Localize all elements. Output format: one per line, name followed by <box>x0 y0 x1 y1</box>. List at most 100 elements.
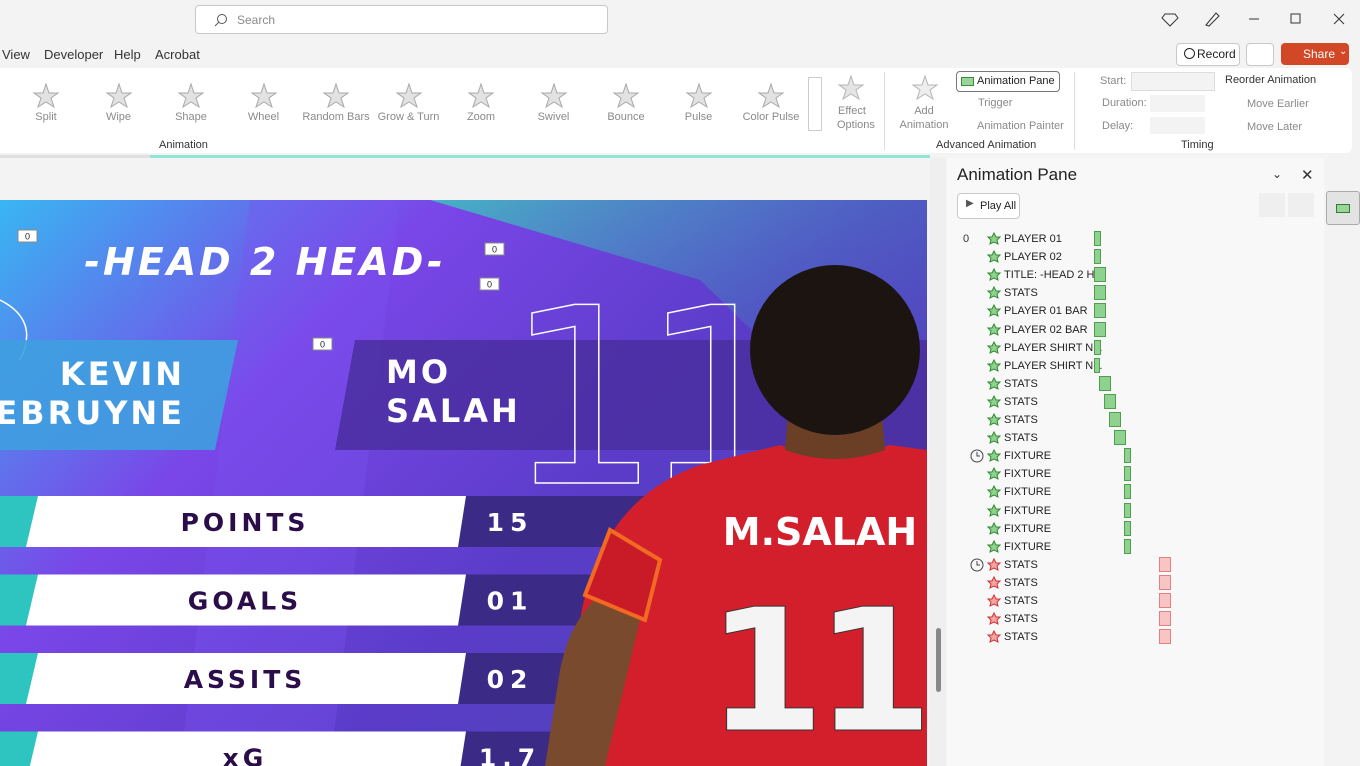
slide-scrollbar[interactable] <box>930 158 946 766</box>
move-later[interactable]: Move Later <box>1247 121 1303 133</box>
animation-option[interactable]: Random Bars <box>302 111 370 123</box>
play-all-button[interactable]: ▶ Play All <box>957 193 1020 219</box>
star <box>104 82 133 109</box>
star <box>987 322 1001 336</box>
animation-item[interactable]: STATS <box>1004 558 1038 571</box>
timeline-bar <box>1124 538 1131 554</box>
move-down[interactable] <box>1288 193 1314 217</box>
search-placeholder: Search <box>237 13 276 27</box>
restore[interactable] <box>1290 13 1301 24</box>
animation-option[interactable]: Split <box>35 111 57 123</box>
animation-option[interactable]: Shape <box>175 111 207 123</box>
animation-item[interactable]: STATS <box>1004 414 1038 426</box>
close[interactable] <box>1333 13 1345 25</box>
gallery-scroll[interactable] <box>808 77 822 131</box>
add-animation[interactable]: Add Animation <box>899 105 949 131</box>
animation-option[interactable]: Zoom <box>466 111 496 123</box>
animation-item[interactable]: PLAYER 02 BAR <box>1004 323 1088 336</box>
animation-pane-button[interactable]: Animation Pane <box>956 71 1060 92</box>
animation-item[interactable]: PLAYER 01 <box>1004 233 1062 245</box>
star <box>987 467 1001 481</box>
animation-item[interactable]: STATS <box>1004 287 1038 300</box>
star <box>987 539 1001 553</box>
animation-item[interactable]: PLAYER 02 <box>1004 251 1062 264</box>
designer-icon[interactable] <box>1205 12 1220 27</box>
animation-icon <box>467 82 495 109</box>
animation-item[interactable]: STATS <box>1004 395 1038 408</box>
timeline-bar <box>1094 231 1101 246</box>
timeline-bar <box>1094 321 1106 337</box>
shirt-number: 11 <box>707 573 924 766</box>
stat-label-bar <box>29 731 466 766</box>
star <box>987 557 1001 571</box>
move-earlier[interactable]: Move Earlier <box>1247 98 1309 110</box>
clock-face <box>970 558 984 572</box>
animation-item[interactable]: STATS <box>1004 631 1038 644</box>
animation-item[interactable]: FIXTURE <box>1004 504 1052 517</box>
start-label: Start: <box>1100 75 1127 87</box>
menu-item[interactable]: Help <box>114 47 141 62</box>
animation-item[interactable]: PLAYER 01 BAR <box>1004 305 1088 318</box>
star <box>987 268 1001 282</box>
animation-item[interactable]: STATS <box>1004 613 1038 626</box>
animation-item[interactable]: STATS <box>1004 377 1038 390</box>
stat-value: 01 <box>487 587 534 616</box>
move-up[interactable] <box>1259 193 1285 217</box>
menu-item[interactable]: Acrobat <box>155 47 200 62</box>
star <box>987 612 1001 626</box>
premium-icon[interactable] <box>1161 13 1179 27</box>
comments-button[interactable] <box>1246 43 1274 66</box>
animation-option[interactable]: Wipe <box>105 111 132 123</box>
delay-input[interactable] <box>1150 117 1205 134</box>
animation-item[interactable]: STATS <box>1004 595 1038 607</box>
effect-icon <box>987 268 1001 282</box>
menu-item[interactable]: View <box>2 47 30 62</box>
timeline-bar <box>1094 267 1106 283</box>
animation-item[interactable]: STATS <box>1004 576 1038 589</box>
animation-option[interactable]: Color Pulse <box>742 111 800 123</box>
animation-item[interactable]: FIXTURE <box>1004 486 1052 499</box>
timeline-bar <box>1159 556 1171 572</box>
clock-hands <box>976 560 980 566</box>
effect-icon <box>987 340 1001 354</box>
pane-close[interactable]: ✕ <box>1301 167 1314 184</box>
animation-item[interactable]: PLAYER SHIRT N... <box>1004 341 1103 354</box>
effect-icon <box>987 521 1001 535</box>
stat-label: GOALS <box>188 587 302 616</box>
animation-option[interactable]: Pulse <box>684 111 713 123</box>
animation-item[interactable]: TITLE: -HEAD 2 H... <box>1004 269 1104 282</box>
animation-item[interactable]: STATS <box>1004 432 1038 445</box>
effect-icon <box>987 304 1001 318</box>
animation-icon <box>177 82 205 109</box>
record-button[interactable]: Record <box>1176 43 1240 66</box>
star <box>987 286 1001 300</box>
menu-item[interactable]: Developer <box>44 47 104 62</box>
duration-input[interactable] <box>1150 95 1205 112</box>
star <box>987 250 1001 264</box>
animation-option[interactable]: Swivel <box>537 111 570 123</box>
pane-options[interactable]: ⌄ <box>1272 167 1283 181</box>
trigger[interactable]: Trigger <box>978 97 1013 109</box>
share-button[interactable]: Share ⌄ <box>1281 43 1349 65</box>
start-select[interactable] <box>1131 72 1215 91</box>
player-hair <box>750 265 920 435</box>
animation-painter[interactable]: Animation Painter <box>977 120 1064 132</box>
timeline-bar <box>1094 357 1100 373</box>
animation-option[interactable]: Wheel <box>247 111 280 123</box>
animation-option[interactable]: Bounce <box>607 111 645 123</box>
star <box>987 575 1001 589</box>
animation-item[interactable]: FIXTURE <box>1004 522 1052 535</box>
search-box[interactable]: Search <box>195 5 608 34</box>
effect-icon <box>987 250 1001 264</box>
effect-options[interactable]: Effect Options <box>837 105 875 131</box>
animation-option[interactable]: Grow & Turn <box>377 111 440 123</box>
animation-pane-toggle[interactable] <box>1326 191 1360 225</box>
animation-item[interactable]: FIXTURE <box>1004 450 1052 463</box>
effect-icon <box>987 485 1001 499</box>
effect-options-icon <box>837 74 865 101</box>
animation-item[interactable]: FIXTURE <box>1004 468 1052 481</box>
animation-item[interactable]: PLAYER SHIRT N... <box>1004 359 1103 372</box>
timeline-bar <box>1094 303 1106 319</box>
animation-item[interactable]: FIXTURE <box>1004 540 1052 553</box>
effect-icon <box>987 449 1001 463</box>
